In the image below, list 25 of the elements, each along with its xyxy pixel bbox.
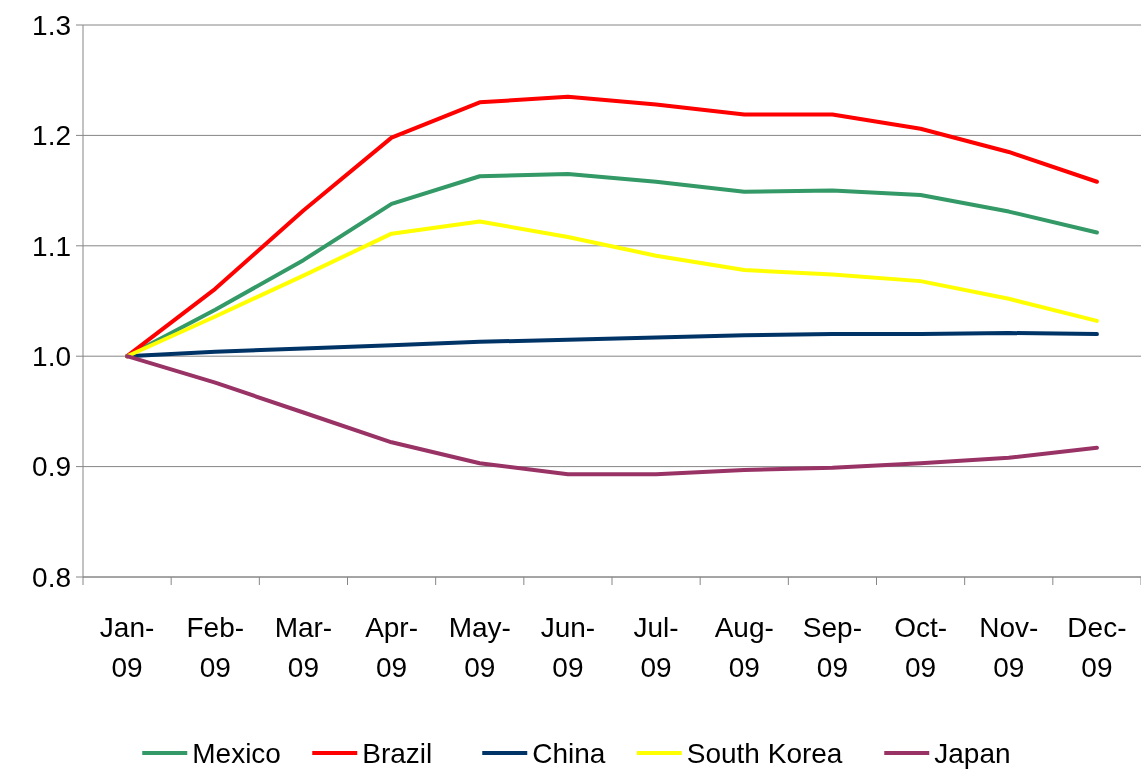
line-series: [125, 354, 1099, 477]
x-tick-label: May-09: [448, 612, 511, 683]
x-tick-label: Sep-09: [802, 612, 862, 683]
legend-label: Brazil: [362, 738, 433, 769]
x-tick-label: Jul-09: [633, 612, 679, 683]
legend-label: Mexico: [192, 738, 281, 769]
x-tick-label: Nov-09: [979, 612, 1039, 683]
x-tick-label: Apr-09: [365, 612, 419, 683]
y-tick-label: 1.2: [32, 120, 71, 152]
y-tick-label: 1.1: [32, 230, 71, 262]
legend-label: China: [532, 738, 606, 769]
x-tick-label: Dec-09: [1067, 612, 1127, 683]
x-tick-label: Jan-09: [99, 612, 155, 683]
legend-label: South Korea: [686, 738, 843, 769]
y-tick-label: 0.9: [32, 451, 71, 483]
x-tick-label: Feb-09: [186, 612, 245, 683]
legend-label: Japan: [934, 738, 1011, 769]
x-tick-label: Mar-09: [274, 612, 333, 683]
y-tick-label: 0.8: [32, 561, 71, 593]
x-tick-label: Aug-09: [714, 612, 774, 683]
y-tick-label: 1.3: [32, 9, 71, 41]
x-tick-label: Jun-09: [540, 612, 596, 683]
line-series: [125, 219, 1099, 359]
y-tick-label: 1.0: [32, 341, 71, 372]
x-tick-label: Oct-09: [894, 612, 948, 683]
